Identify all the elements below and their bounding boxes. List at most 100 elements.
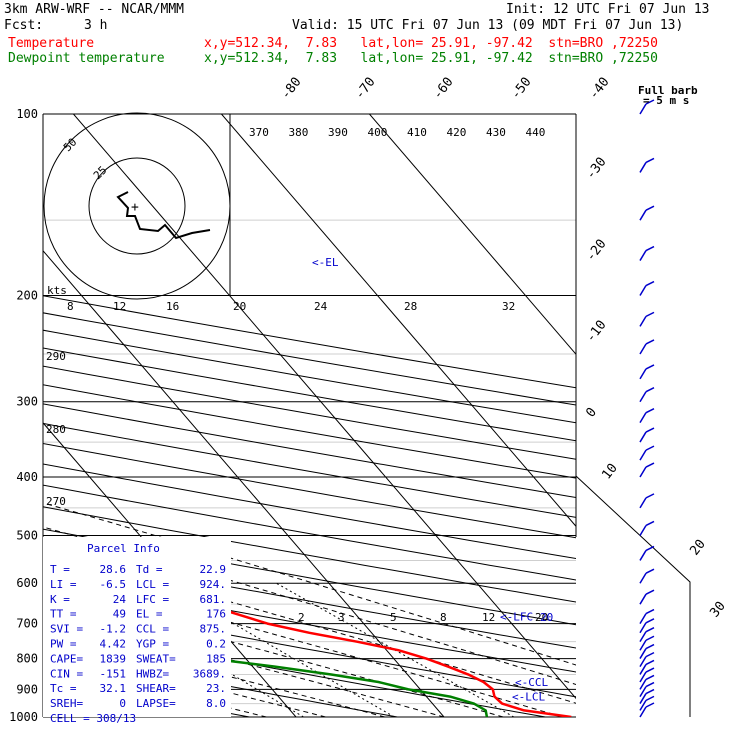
dewpoint-legend: Dewpoint temperature (8, 51, 165, 66)
theta-label: 290 (46, 350, 66, 363)
parcel-label: Td = (136, 563, 163, 576)
parcel-label: YGP = (136, 638, 169, 651)
theta-label: 400 (368, 126, 388, 139)
wind-barb-flag (645, 635, 655, 641)
hodograph-units: kts (47, 284, 67, 297)
parcel-label: Tc = (50, 682, 77, 695)
lfc-value: 20 (540, 611, 553, 624)
wind-barb-flag (645, 364, 655, 370)
isotherm-label: -30 (583, 155, 609, 183)
parcel-label: LFC = (136, 593, 169, 606)
mixing-ratio-line (0, 583, 21, 717)
hodograph-trace (116, 191, 211, 240)
wind-barb-flag (645, 445, 655, 451)
wind-barb-flag (645, 387, 655, 393)
parcel-value: 3689. (193, 667, 226, 680)
dry-adiabat (43, 295, 576, 389)
wind-barb (639, 686, 647, 697)
model-title: 3km ARW-WRF -- NCAR/MMM (4, 2, 185, 17)
wind-barb-flag (645, 659, 655, 666)
theta-label: 420 (447, 126, 467, 139)
wind-barb (639, 162, 647, 173)
hodograph-axis-label: 16 (166, 300, 179, 313)
pressure-tick-label: 700 (16, 617, 38, 631)
wind-barb-flag (645, 493, 655, 499)
moist-adiabat (43, 549, 576, 704)
wind-barb (639, 671, 647, 683)
wind-barb-flag (645, 99, 655, 105)
wind-barb-flag (645, 520, 655, 527)
pressure-tick-label: 600 (16, 576, 38, 590)
wind-barb (639, 497, 647, 509)
wind-barb-flag (645, 545, 655, 552)
pressure-tick-label: 100 (16, 107, 38, 121)
wind-barb (639, 622, 647, 634)
parcel-info-panel: Parcel Info T = 28.6 Td = 22.9 LI = -6.5 LCL =… (43, 537, 231, 725)
isotherm-label: 30 (707, 599, 728, 621)
wind-barb (639, 664, 647, 675)
wind-barb-flag (645, 568, 655, 574)
wind-barb-flag (645, 688, 655, 695)
forecast-label: Fcst: (4, 18, 44, 33)
wind-barb (639, 343, 647, 355)
dry-adiabat (43, 347, 576, 442)
wind-barb-flag (645, 311, 655, 318)
wind-barb (639, 412, 647, 424)
theta-label: 390 (328, 126, 348, 139)
hodograph-axis-label: 32 (502, 300, 515, 313)
parcel-label: T = (50, 563, 70, 576)
wind-barb (639, 209, 647, 221)
wind-barb (639, 648, 647, 659)
wind-barb (639, 631, 647, 643)
isotherm-line (369, 114, 576, 355)
wind-barb (639, 706, 647, 718)
pressure-tick-label: 300 (16, 395, 38, 409)
wind-barb (639, 391, 647, 403)
mixing-ratio-label: 12 (482, 611, 495, 624)
wind-barb (639, 285, 647, 296)
hodograph-ring-label: 25 (91, 164, 110, 183)
wind-barb-flag (645, 681, 655, 688)
wind-barb-flag (645, 695, 655, 702)
valid-time: Valid: 15 UTC Fri 07 Jun 13 (09 MDT Fri … (292, 18, 684, 33)
hodograph-axis-label: 20 (233, 300, 246, 313)
parcel-label: HWBZ= (136, 667, 169, 680)
parcel-label: TT = (50, 608, 77, 621)
theta-label: 440 (526, 126, 546, 139)
wind-barb (639, 550, 647, 561)
dry-adiabat (43, 484, 576, 581)
isotherm-label: -50 (508, 75, 534, 103)
isotherm-label: 0 (583, 405, 600, 420)
wind-barb (639, 613, 647, 624)
parcel-value: 49 (113, 608, 126, 621)
isotherm-label: -10 (583, 318, 609, 346)
wind-barb (639, 593, 647, 605)
wind-barb-flag (645, 589, 655, 595)
parcel-cell: CELL = 308/13 (50, 712, 136, 725)
parcel-value: 23. (206, 682, 226, 695)
parcel-value: 185 (206, 652, 226, 665)
isotherm-line (43, 249, 445, 717)
wind-barb (639, 656, 647, 668)
wind-barb (639, 679, 647, 690)
parcel-info-title: Parcel Info (87, 542, 160, 555)
hodograph-axis-label: 28 (404, 300, 417, 313)
dry-adiabat (0, 114, 18, 730)
hodograph-ring (88, 157, 186, 255)
parcel-label: EL = (136, 608, 163, 621)
parcel-label: CIN = (50, 667, 83, 680)
parcel-value: 22.9 (200, 563, 227, 576)
parcel-value: 176 (206, 608, 226, 621)
parcel-value: 28.6 (100, 563, 127, 576)
wind-barb (639, 449, 647, 461)
parcel-label: SWEAT= (136, 652, 176, 665)
level-annotation: <-EL (312, 256, 339, 269)
isotherm-line (73, 114, 576, 700)
wind-barbs (639, 99, 655, 718)
parcel-value: 4.42 (100, 638, 127, 651)
wind-barb (639, 525, 647, 536)
temperature-legend: Temperature (8, 36, 95, 51)
pressure-tick-label: 800 (16, 652, 38, 666)
